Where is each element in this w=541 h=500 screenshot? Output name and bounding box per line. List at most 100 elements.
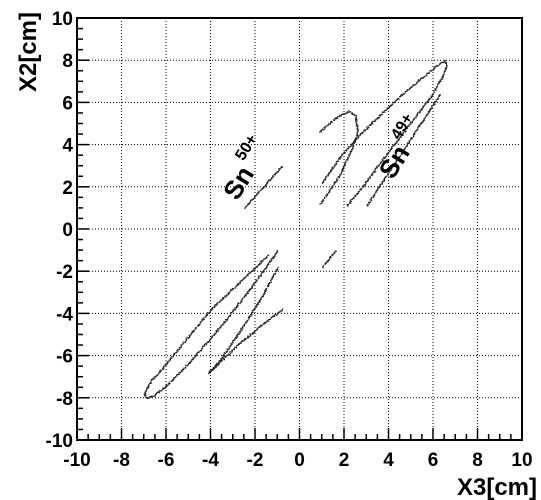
scatter-point xyxy=(250,315,252,317)
scatter-point xyxy=(218,363,220,365)
scatter-point xyxy=(153,376,155,378)
scatter-point xyxy=(221,299,223,301)
scatter-point xyxy=(404,131,406,133)
scatter-point xyxy=(206,342,208,344)
scatter-point xyxy=(434,103,436,105)
scatter-point xyxy=(252,270,255,272)
scatter-point xyxy=(374,192,376,194)
scatter-point xyxy=(335,163,338,165)
scatter-point xyxy=(427,99,429,101)
scatter-point xyxy=(338,157,340,160)
scatter-point xyxy=(418,125,420,127)
scatter-point xyxy=(249,333,251,335)
scatter-point xyxy=(264,185,267,187)
scatter-point xyxy=(425,103,427,105)
scatter-point xyxy=(429,108,431,110)
scatter-point xyxy=(356,118,358,120)
scatter-point xyxy=(444,67,446,69)
scatter-point xyxy=(215,304,218,306)
scatter-point xyxy=(346,204,348,206)
scatter-point xyxy=(257,278,259,280)
scatter-point xyxy=(335,250,337,252)
scatter-point xyxy=(186,336,188,338)
scatter-point xyxy=(329,123,331,125)
scatter-point xyxy=(406,126,408,128)
scatter-point xyxy=(216,303,218,305)
scatter-point xyxy=(235,336,237,338)
scatter-point xyxy=(407,89,409,91)
scatter-point xyxy=(269,281,271,284)
scatter-point xyxy=(403,149,405,151)
scatter-point xyxy=(156,374,158,376)
scatter-point xyxy=(180,344,183,346)
scatter-point xyxy=(281,309,283,311)
scatter-point xyxy=(439,63,441,65)
scatter-point xyxy=(160,369,162,371)
scatter-point xyxy=(417,80,419,82)
scatter-point xyxy=(368,178,370,180)
scatter-point xyxy=(321,129,323,131)
scatter-point xyxy=(159,371,161,373)
scatter-point xyxy=(240,329,242,332)
scatter-point xyxy=(215,366,217,368)
scatter-point xyxy=(158,391,160,393)
scatter-point xyxy=(149,396,151,398)
x-tick-label: 10 xyxy=(511,450,532,471)
y-tick-label: 8 xyxy=(62,51,73,72)
scatter-point xyxy=(175,352,177,354)
scatter-point xyxy=(212,368,214,370)
scatter-point xyxy=(244,339,246,341)
scatter-point xyxy=(209,311,211,313)
scatter-point xyxy=(248,335,250,337)
scatter-point xyxy=(271,259,273,261)
scatter-point xyxy=(419,123,421,125)
scatter-point xyxy=(372,174,374,176)
scatter-point xyxy=(235,307,237,309)
scatter-point xyxy=(265,321,267,323)
scatter-point xyxy=(181,369,183,371)
scatter-point xyxy=(254,330,256,332)
scatter-point xyxy=(338,177,340,179)
scatter-point xyxy=(337,116,339,118)
scatter-point xyxy=(419,125,421,127)
x-tick-label: -6 xyxy=(158,450,175,471)
scatter-point xyxy=(344,113,346,115)
scatter-point xyxy=(261,272,263,274)
scatter-point xyxy=(241,329,243,331)
scatter-point xyxy=(267,180,269,182)
scatter-point xyxy=(163,387,165,389)
scatter-point xyxy=(326,260,328,263)
scatter-point xyxy=(152,395,154,398)
scatter-point xyxy=(355,118,357,120)
scatter-point xyxy=(249,202,251,204)
scatter-point xyxy=(247,204,249,206)
scatter-point xyxy=(394,101,396,103)
scatter-point xyxy=(213,367,215,369)
scatter-point xyxy=(225,318,227,321)
scatter-point xyxy=(209,371,211,373)
scatter-point xyxy=(390,169,392,171)
scatter-point xyxy=(234,338,236,340)
scatter-point xyxy=(264,291,266,293)
scatter-point xyxy=(188,337,190,339)
scatter-point xyxy=(144,393,146,396)
scatter-point xyxy=(371,173,373,175)
scatter-point xyxy=(354,115,356,117)
scatter-point xyxy=(166,361,168,363)
scatter-point xyxy=(335,117,337,119)
scatter-point xyxy=(197,325,199,327)
scatter-point xyxy=(413,133,415,135)
scatter-point xyxy=(428,97,430,99)
scatter-point xyxy=(248,336,250,338)
scatter-point xyxy=(354,139,356,141)
scatter-point xyxy=(223,355,225,357)
scatter-point xyxy=(424,75,426,78)
scatter-point xyxy=(397,156,399,158)
scatter-point xyxy=(425,103,427,105)
scatter-point xyxy=(164,387,166,389)
annotation-sn50: Sn50+ xyxy=(213,132,277,205)
scatter-point xyxy=(241,340,244,342)
scatter-point xyxy=(443,61,445,63)
scatter-point xyxy=(195,326,197,328)
scatter-point xyxy=(252,270,254,272)
